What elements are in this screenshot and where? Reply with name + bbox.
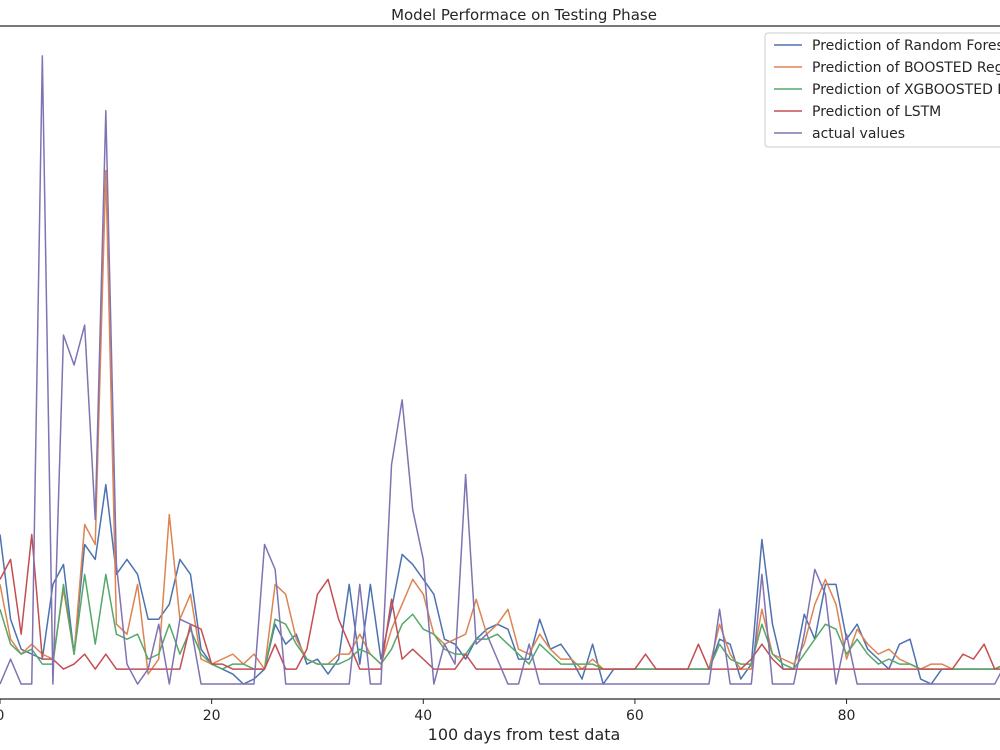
legend: Prediction of Random Forest Prediction of… xyxy=(764,32,1000,148)
legend-label-1: Prediction of BOOSTED Regressor xyxy=(812,60,1000,76)
series-layer xyxy=(0,55,1000,685)
x-tick-label: 60 xyxy=(626,708,644,724)
series-line-0 xyxy=(0,483,1000,685)
legend-box xyxy=(764,32,1000,148)
x-tick-label: 0 xyxy=(0,708,4,724)
x-tick-label: 20 xyxy=(203,708,221,724)
x-tick-label: 40 xyxy=(414,708,432,724)
series-line-2 xyxy=(0,573,1000,670)
chart-title: Model Performace on Testing Phase xyxy=(391,6,657,24)
x-ticks: 0 20 40 60 80 xyxy=(0,699,855,724)
x-tick-label: 80 xyxy=(838,708,856,724)
x-axis-label: 100 days from test data xyxy=(428,725,621,744)
plot-area: 0 20 40 60 80 xyxy=(0,25,1000,724)
legend-label-2: Prediction of XGBOOSTED Regressor xyxy=(812,82,1000,98)
series-line-3 xyxy=(0,533,1000,670)
series-line-4 xyxy=(0,55,1000,685)
series-line-1 xyxy=(0,169,1000,675)
legend-label-3: Prediction of LSTM xyxy=(812,104,941,120)
legend-items: Prediction of Random Forest Prediction of… xyxy=(774,38,1000,142)
legend-label-4: actual values xyxy=(812,126,905,142)
legend-label-0: Prediction of Random Forest xyxy=(812,38,1000,54)
